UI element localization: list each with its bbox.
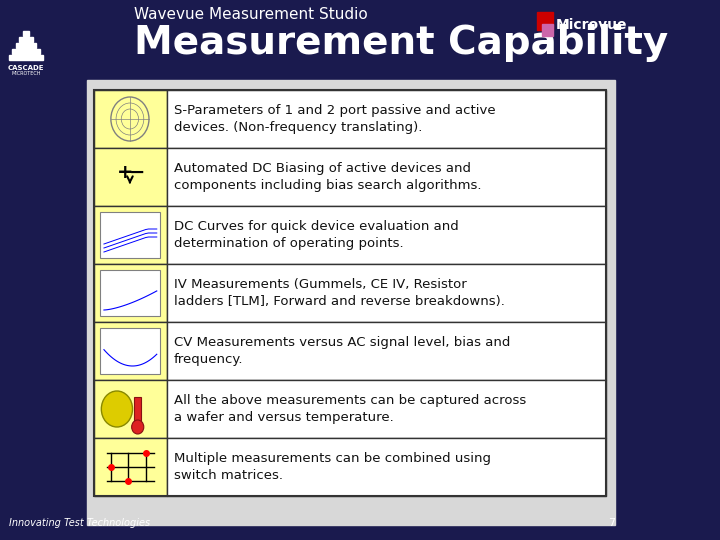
Bar [16,43,37,48]
Text: Wavevue Measurement Studio: Wavevue Measurement Studio [134,7,368,22]
Bar [101,328,161,374]
Bar [94,264,167,322]
Bar [167,380,606,438]
Bar [86,80,615,525]
Bar [94,148,167,206]
Bar [94,322,167,380]
Bar [167,264,606,322]
Bar [94,380,167,438]
Bar [94,90,167,148]
Bar [94,90,606,496]
Bar [101,270,161,316]
Bar [167,438,606,496]
Bar [94,206,167,264]
Bar [22,31,30,36]
Bar [542,24,553,36]
Text: Measurement Capability: Measurement Capability [134,24,668,62]
Text: 7: 7 [608,518,615,528]
Text: Microvue: Microvue [556,18,628,32]
Text: IV Measurements (Gummels, CE IV, Resistor
ladders [TLM], Forward and reverse bre: IV Measurements (Gummels, CE IV, Resisto… [174,278,505,308]
Text: −: − [129,163,145,181]
Bar [537,12,553,30]
Text: CASCADE: CASCADE [8,65,44,71]
Circle shape [102,391,132,427]
Bar [167,322,606,380]
Text: +: + [117,163,134,181]
Text: Automated DC Biasing of active devices and
components including bias search algo: Automated DC Biasing of active devices a… [174,162,482,192]
Bar [12,49,40,54]
Text: CV Measurements versus AC signal level, bias and
frequency.: CV Measurements versus AC signal level, … [174,336,510,366]
Text: S-Parameters of 1 and 2 port passive and active
devices. (Non-frequency translat: S-Parameters of 1 and 2 port passive and… [174,104,496,134]
Text: Innovating Test Technologies: Innovating Test Technologies [9,518,150,528]
Text: Multiple measurements can be combined using
switch matrices.: Multiple measurements can be combined us… [174,452,491,482]
Text: All the above measurements can be captured across
a wafer and versus temperature: All the above measurements can be captur… [174,394,526,424]
Text: DC Curves for quick device evaluation and
determination of operating points.: DC Curves for quick device evaluation an… [174,220,459,250]
Circle shape [132,420,144,434]
Bar [134,397,141,425]
Bar [94,438,167,496]
Bar [167,90,606,148]
Bar [19,37,33,42]
Bar [9,55,43,60]
Bar [101,212,161,258]
Bar [167,148,606,206]
Bar [167,206,606,264]
Text: MICROTECH: MICROTECH [12,71,41,76]
Bar [0,0,624,80]
